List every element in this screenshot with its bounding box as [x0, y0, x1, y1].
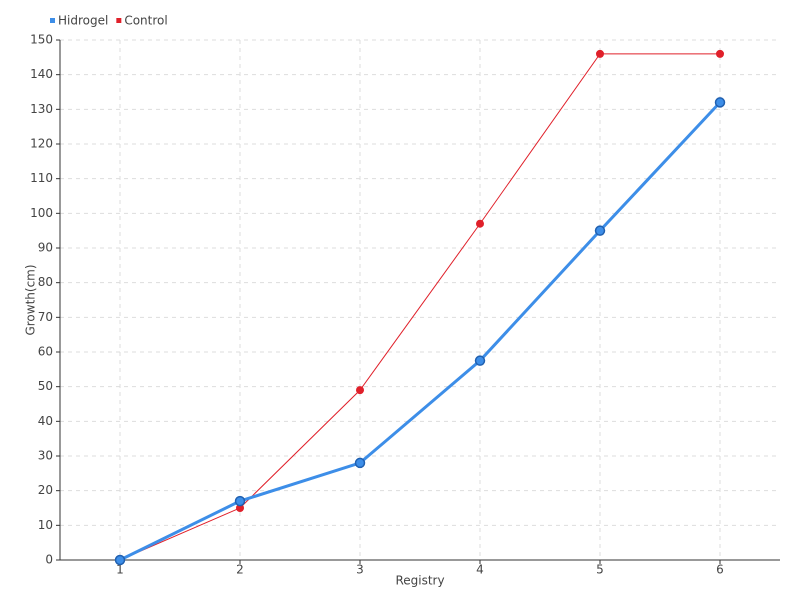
y-axis-title: Growth(cm): [24, 264, 38, 335]
y-tick-label: 40: [38, 414, 53, 428]
x-tick-label: 2: [236, 563, 244, 577]
y-tick-label: 100: [30, 206, 53, 220]
y-tick-label: 120: [30, 137, 53, 151]
point: [716, 49, 724, 58]
y-tick-label: 80: [38, 275, 53, 289]
x-tick-label: 5: [596, 563, 604, 577]
y-tick-label: 90: [38, 241, 53, 255]
point: [474, 355, 486, 366]
grid: [60, 39, 780, 561]
point: [236, 504, 244, 512]
x-axis-title: Registry: [395, 574, 444, 588]
legend-swatch: [116, 18, 122, 23]
y-tick-label: 70: [38, 310, 53, 324]
point: [356, 386, 364, 395]
y-tick-label: 10: [38, 518, 53, 532]
y-tick-label: 20: [38, 483, 53, 497]
point: [114, 554, 126, 566]
point: [594, 225, 606, 236]
point: [596, 49, 604, 58]
y-tick-label: 110: [30, 171, 53, 185]
point: [476, 219, 484, 228]
x-tick-label: 3: [356, 563, 364, 577]
y-tick-label: 30: [38, 449, 53, 463]
series-line: [119, 53, 720, 561]
y-tick-label: 150: [30, 33, 53, 47]
point: [234, 495, 246, 507]
point: [714, 97, 726, 108]
point: [354, 457, 366, 469]
x-tick-label: 4: [476, 563, 484, 577]
legend-label: Hidrogel: [58, 14, 108, 28]
y-tick-label: 130: [30, 102, 53, 116]
y-tick-label: 50: [38, 379, 53, 393]
y-tick-label: 0: [45, 553, 53, 567]
y-tick-label: 140: [30, 67, 53, 81]
x-tick-label: 1: [116, 563, 124, 577]
x-tick-label: 6: [716, 563, 724, 577]
y-tick-label: 60: [38, 345, 53, 359]
legend-swatch: [50, 18, 55, 23]
series-line: [119, 101, 722, 562]
legend-label: Control: [124, 14, 167, 28]
